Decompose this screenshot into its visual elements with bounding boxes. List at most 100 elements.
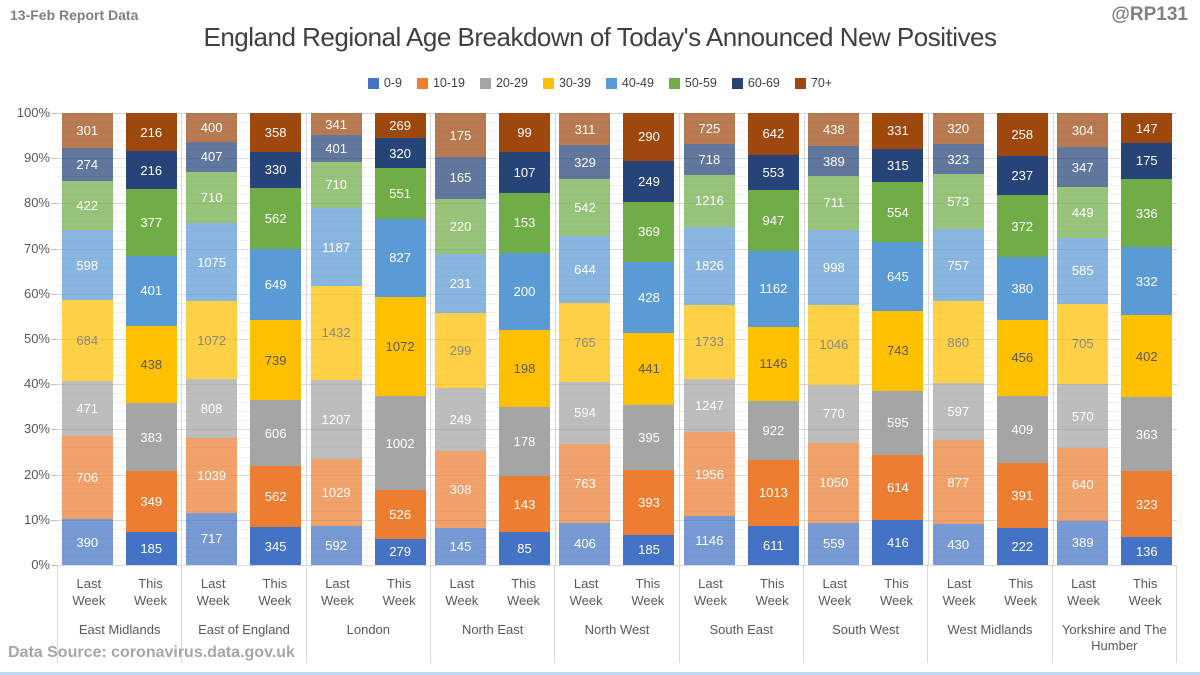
gridline-minor (57, 329, 1177, 331)
legend-label: 70+ (810, 76, 833, 90)
bar-segment-40-49: 645 (872, 241, 924, 311)
bar-segment-30-39: 456 (996, 319, 1048, 396)
bar-segment-60-69: 407 (186, 142, 238, 172)
bar-segment-70+: 725 (683, 113, 735, 145)
bar-last-week: 430 877 597 860 757 573 323 320 (932, 113, 984, 565)
category-divider (181, 113, 183, 565)
gridline-minor (57, 357, 1177, 359)
bar-segment-50-59: 710 (186, 171, 238, 224)
gridline-major (57, 248, 1177, 250)
bar-segment-60-69: 347 (1057, 147, 1109, 187)
bar-segment-70+: 269 (374, 113, 426, 139)
bar-segment-10-19: 614 (872, 454, 924, 521)
gridline-minor (57, 311, 1177, 313)
gridline-minor (57, 149, 1177, 151)
bar-segment-30-39: 441 (623, 332, 675, 406)
week-label-text: This Week (506, 576, 540, 608)
bar-segment-50-59: 551 (374, 167, 426, 220)
y-tick-label: 40% (23, 376, 50, 392)
bar-segment-40-49: 827 (374, 219, 426, 297)
region-name: East Midlands (78, 621, 161, 637)
legend-swatch-icon (731, 77, 743, 89)
week-label-row: Last Week This Week (680, 576, 803, 610)
legend-item-20-29: 20-29 (479, 76, 528, 90)
gridline-minor (57, 167, 1177, 169)
y-tick-label: 20% (23, 466, 50, 482)
bar-segment-10-19: 763 (559, 443, 611, 523)
bar-segment-0-9: 222 (996, 528, 1048, 565)
gridline-minor (57, 483, 1177, 485)
bar-segment-30-39: 860 (932, 301, 984, 384)
region-label-cell: Last Week This Week West Midlands (927, 565, 1051, 663)
bar-segment-50-59: 153 (499, 193, 551, 253)
bar-segment-30-39: 1072 (186, 301, 238, 379)
bar-segment-60-69: 553 (747, 154, 799, 191)
bar-segment-50-59: 554 (872, 182, 924, 242)
bar-segment-40-49: 585 (1057, 237, 1109, 304)
week-label: Last Week (307, 576, 369, 610)
week-label-text: Last Week (818, 576, 852, 608)
y-tick-label: 50% (23, 331, 50, 346)
week-label-text: Last Week (445, 576, 479, 608)
legend-swatch-icon (367, 77, 379, 89)
legend-label: 10-19 (432, 76, 465, 90)
week-label-text: Last Week (72, 576, 106, 608)
bar-last-week: 592 1029 1207 1432 1187 710 401 341 (310, 113, 362, 565)
legend-swatch-icon (794, 77, 806, 89)
bar-segment-10-19: 640 (1057, 448, 1109, 521)
region-name: London (346, 621, 391, 637)
bar-segment-40-49: 380 (996, 256, 1048, 320)
bar-this-week: 85 143 178 198 200 153 107 99 (499, 113, 551, 565)
author-handle: @RP131 (1111, 4, 1188, 25)
bar-this-week: 416 614 595 743 645 554 315 331 (872, 113, 924, 565)
legend-item-50-59: 50-59 (668, 76, 717, 90)
bar-segment-60-69: 107 (499, 151, 551, 194)
region-label-cell: Last Week This Week Yorkshire and The Humb… (1051, 565, 1177, 663)
category-divider (1052, 113, 1054, 565)
bar-this-week: 222 391 409 456 380 372 237 258 (996, 113, 1048, 565)
bar-segment-20-29: 808 (186, 378, 238, 438)
bar-segment-60-69: 274 (61, 148, 113, 181)
bar-this-week: 611 1013 922 1146 1162 947 553 642 (747, 113, 799, 565)
gridline-minor (57, 420, 1177, 422)
region-name: East of England (198, 621, 290, 637)
bar-segment-0-9: 406 (559, 522, 611, 565)
bar-segment-60-69: 175 (1121, 143, 1173, 179)
bar-segment-20-29: 606 (250, 400, 302, 467)
gridline-minor (57, 438, 1177, 440)
week-label: Last Week (680, 576, 742, 610)
legend-item-0-9: 0-9 (367, 76, 402, 90)
bar-segment-30-39: 765 (559, 302, 611, 382)
bar-segment-70+: 99 (499, 113, 551, 152)
gridline-minor (57, 275, 1177, 277)
week-label-text: This Week (1004, 576, 1038, 608)
region-name: North West (584, 621, 650, 637)
bar-last-week: 406 763 594 765 644 542 329 311 (559, 113, 611, 565)
gridline-minor (57, 492, 1177, 494)
bar-segment-10-19: 393 (623, 470, 675, 535)
region-name: North East (461, 621, 524, 637)
legend-label: 30-39 (558, 76, 591, 90)
gridline-major (57, 113, 1177, 114)
gridline-minor (57, 510, 1177, 512)
region-group: 592 1029 1207 1432 1187 710 401 341 279 526 1002 10… (306, 113, 430, 565)
gridline-minor (57, 212, 1177, 214)
bar-last-week: 145 308 249 299 231 220 165 175 (435, 113, 487, 565)
bar-segment-30-39: 684 (61, 300, 113, 381)
gridline-minor (57, 221, 1177, 223)
bar-segment-70+: 311 (559, 113, 611, 146)
week-label-row: Last Week This Week (804, 576, 927, 610)
legend-swatch-icon (668, 77, 680, 89)
gridline-minor (57, 266, 1177, 268)
bar-segment-10-19: 308 (435, 450, 487, 529)
bar-segment-40-49: 1075 (186, 223, 238, 302)
y-axis-tick (51, 565, 57, 566)
legend-item-30-39: 30-39 (542, 76, 591, 90)
bar-segment-10-19: 143 (499, 476, 551, 532)
bar-segment-0-9: 611 (747, 525, 799, 565)
bar-segment-50-59: 369 (623, 201, 675, 263)
y-axis-tick (51, 158, 57, 160)
y-axis-tick (51, 293, 57, 295)
bar-segment-20-29: 595 (872, 390, 924, 455)
report-date-label: 13-Feb Report Data (10, 7, 139, 23)
